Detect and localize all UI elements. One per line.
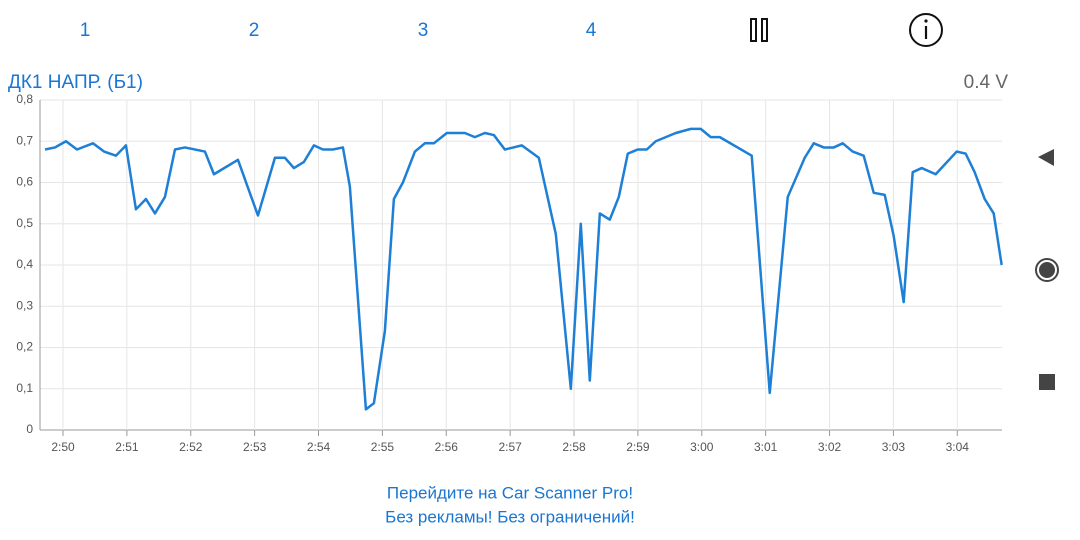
x-tick-label: 2:51 [115,440,139,454]
tab[interactable]: 1 [80,20,91,41]
info-dot [924,19,928,23]
x-tick-label: 3:02 [818,440,842,454]
x-tick-label: 3:04 [946,440,970,454]
tab[interactable]: 2 [249,20,260,41]
pause-button[interactable] [750,18,768,42]
promo-text[interactable]: Перейдите на Car Scanner Pro! [387,483,633,502]
recents-button[interactable] [1039,374,1055,390]
x-tick-label: 2:55 [371,440,395,454]
y-tick-label: 0 [26,422,33,436]
y-tick-label: 0,2 [16,340,33,354]
y-tick-label: 0,6 [16,175,33,189]
x-tick-label: 2:56 [435,440,459,454]
y-tick-label: 0,1 [16,381,33,395]
home-button[interactable] [1035,258,1059,282]
pause-bar [750,18,757,42]
x-tick-label: 2:50 [51,440,75,454]
chart-title: ДК1 НАПР. (Б1) [8,72,143,93]
readout: 0.4 V [964,72,1009,93]
x-tick-label: 2:58 [562,440,586,454]
x-tick-label: 2:54 [307,440,331,454]
x-tick-label: 3:00 [690,440,714,454]
home-ring [1035,258,1059,282]
x-tick-label: 2:57 [498,440,522,454]
x-tick-label: 2:59 [626,440,650,454]
info-button[interactable] [909,13,943,47]
y-tick-label: 0,8 [16,92,33,106]
x-tick-label: 2:52 [179,440,203,454]
home-dot [1039,262,1055,278]
x-tick-label: 3:03 [882,440,906,454]
y-tick-label: 0,4 [16,257,33,271]
y-tick-label: 0,5 [16,216,33,230]
tab[interactable]: 3 [418,20,429,41]
y-tick-label: 0,3 [16,298,33,312]
x-tick-label: 3:01 [754,440,778,454]
pause-bar [761,18,768,42]
info-circle [909,13,943,47]
promo-text[interactable]: Без рекламы! Без ограничений! [385,507,635,526]
y-tick-label: 0,7 [16,133,33,147]
back-button[interactable] [1038,149,1054,166]
data-line [44,127,1003,411]
x-tick-label: 2:53 [243,440,267,454]
tab[interactable]: 4 [586,20,597,41]
